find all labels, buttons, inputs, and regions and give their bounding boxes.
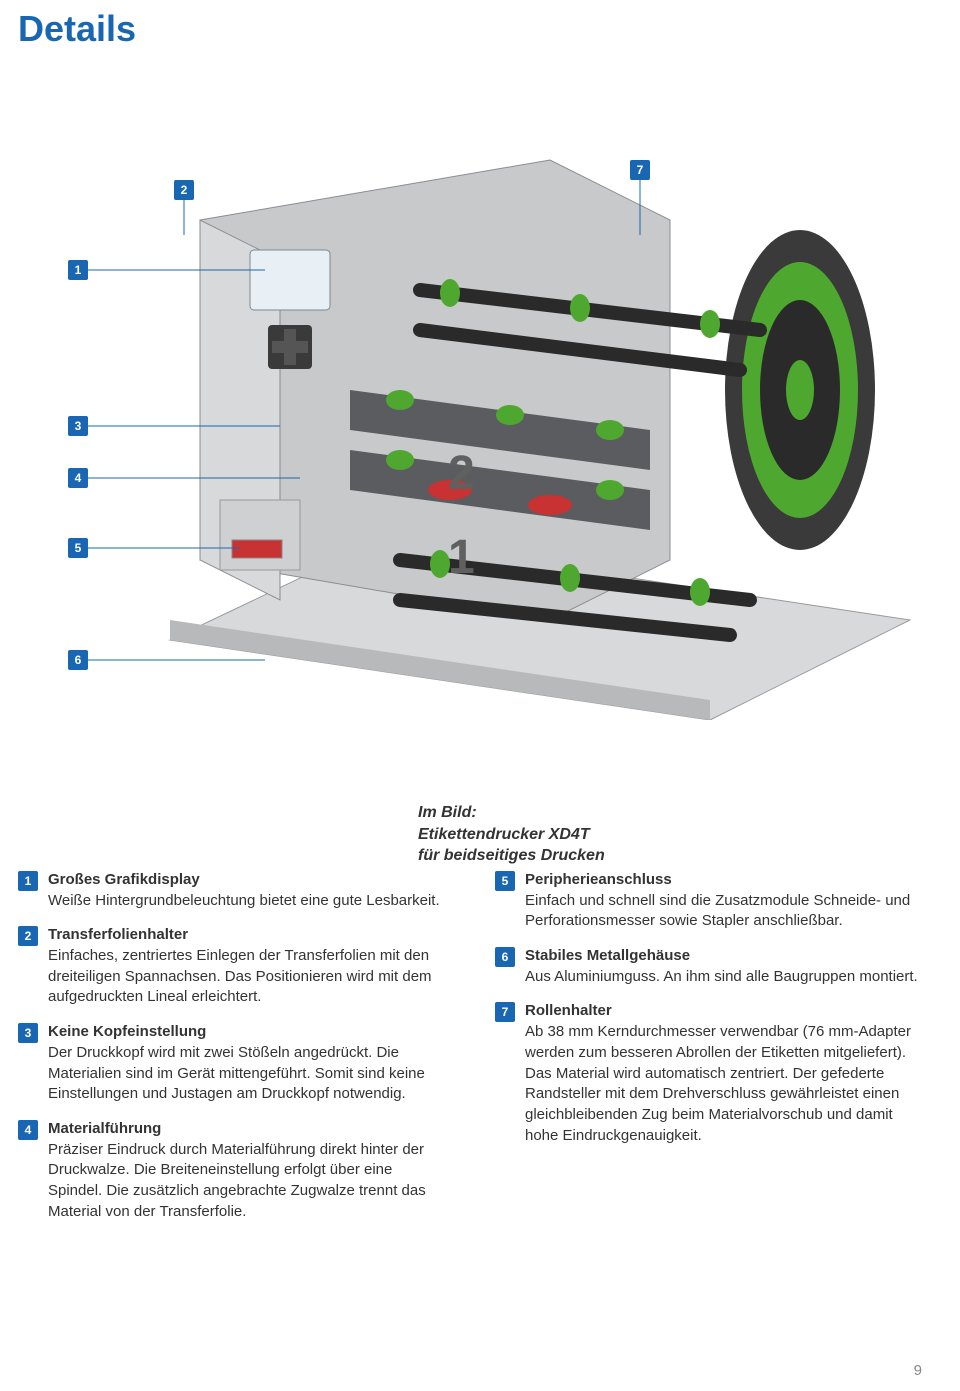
detail-item-1: 1 Großes GrafikdisplayWeiße Hintergrundbe… — [18, 870, 445, 911]
detail-item-number: 4 — [18, 1120, 38, 1140]
caption-line: Im Bild: — [418, 802, 605, 824]
detail-item-title: Peripherieanschluss — [525, 870, 922, 891]
page-number: 9 — [914, 1362, 922, 1379]
detail-item-7: 7 RollenhalterAb 38 mm Kerndurchmesser ve… — [495, 1001, 922, 1146]
overlay-number-1: 1 — [448, 530, 475, 585]
detail-item-body: TransferfolienhalterEinfaches, zentriert… — [48, 925, 445, 1008]
detail-item-number: 1 — [18, 871, 38, 891]
detail-item-text: Einfach und schnell sind die Zusatzmodul… — [525, 892, 910, 930]
detail-item-text: Ab 38 mm Kerndurchmesser verwendbar (76 … — [525, 1023, 911, 1143]
callout-4: 4 — [68, 468, 88, 488]
detail-item-5: 5 PeripherieanschlussEinfach und schnell … — [495, 870, 922, 932]
image-caption: Im Bild:Etikettendrucker XD4Tfür beidsei… — [418, 802, 605, 867]
detail-item-body: RollenhalterAb 38 mm Kerndurchmesser ver… — [525, 1001, 922, 1146]
detail-item-title: Rollenhalter — [525, 1001, 922, 1022]
detail-item-title: Stabiles Metallgehäuse — [525, 946, 922, 967]
detail-item-title: Materialführung — [48, 1119, 445, 1140]
caption-line: für beidseitiges Drucken — [418, 845, 605, 867]
description-columns: 1 Großes GrafikdisplayWeiße Hintergrundbe… — [18, 870, 922, 1236]
detail-item-4: 4 MaterialführungPräziser Eindruck durch … — [18, 1119, 445, 1222]
detail-item-text: Der Druckkopf wird mit zwei Stößeln ange… — [48, 1044, 425, 1102]
callout-7: 7 — [630, 160, 650, 180]
callout-5: 5 — [68, 538, 88, 558]
detail-item-number: 5 — [495, 871, 515, 891]
callout-2: 2 — [174, 180, 194, 200]
right-column: 5 PeripherieanschlussEinfach und schnell … — [495, 870, 922, 1236]
detail-item-6: 6 Stabiles MetallgehäuseAus Aluminiumguss… — [495, 946, 922, 987]
detail-item-number: 6 — [495, 947, 515, 967]
callout-6: 6 — [68, 650, 88, 670]
left-column: 1 Großes GrafikdisplayWeiße Hintergrundbe… — [18, 870, 445, 1236]
detail-item-body: Stabiles MetallgehäuseAus Aluminiumguss.… — [525, 946, 922, 987]
detail-item-body: Großes GrafikdisplayWeiße Hintergrundbel… — [48, 870, 445, 911]
detail-item-body: MaterialführungPräziser Eindruck durch M… — [48, 1119, 445, 1222]
detail-item-text: Einfaches, zentriertes Einlegen der Tran… — [48, 947, 432, 1005]
callout-3: 3 — [68, 416, 88, 436]
detail-item-title: Transferfolienhalter — [48, 925, 445, 946]
detail-item-text: Aus Aluminiumguss. An ihm sind alle Baug… — [525, 968, 918, 985]
callout-1: 1 — [68, 260, 88, 280]
printer-illustration — [150, 100, 930, 720]
caption-line: Etikettendrucker XD4T — [418, 824, 605, 846]
detail-item-number: 2 — [18, 926, 38, 946]
detail-item-number: 7 — [495, 1002, 515, 1022]
detail-item-title: Keine Kopfeinstellung — [48, 1022, 445, 1043]
detail-item-title: Großes Grafikdisplay — [48, 870, 445, 891]
detail-item-2: 2 TransferfolienhalterEinfaches, zentrier… — [18, 925, 445, 1008]
diagram-area: 1234567 21 Im Bild:Etikettendrucker XD4T… — [0, 60, 960, 780]
overlay-number-2: 2 — [448, 446, 475, 501]
detail-item-body: PeripherieanschlussEinfach und schnell s… — [525, 870, 922, 932]
detail-item-text: Weiße Hintergrundbeleuchtung bietet eine… — [48, 892, 440, 909]
detail-item-3: 3 Keine KopfeinstellungDer Druckkopf wird… — [18, 1022, 445, 1105]
detail-item-body: Keine KopfeinstellungDer Druckkopf wird … — [48, 1022, 445, 1105]
detail-item-text: Präziser Eindruck durch Materialführung … — [48, 1141, 426, 1220]
page-title: Details — [18, 8, 136, 50]
detail-item-number: 3 — [18, 1023, 38, 1043]
